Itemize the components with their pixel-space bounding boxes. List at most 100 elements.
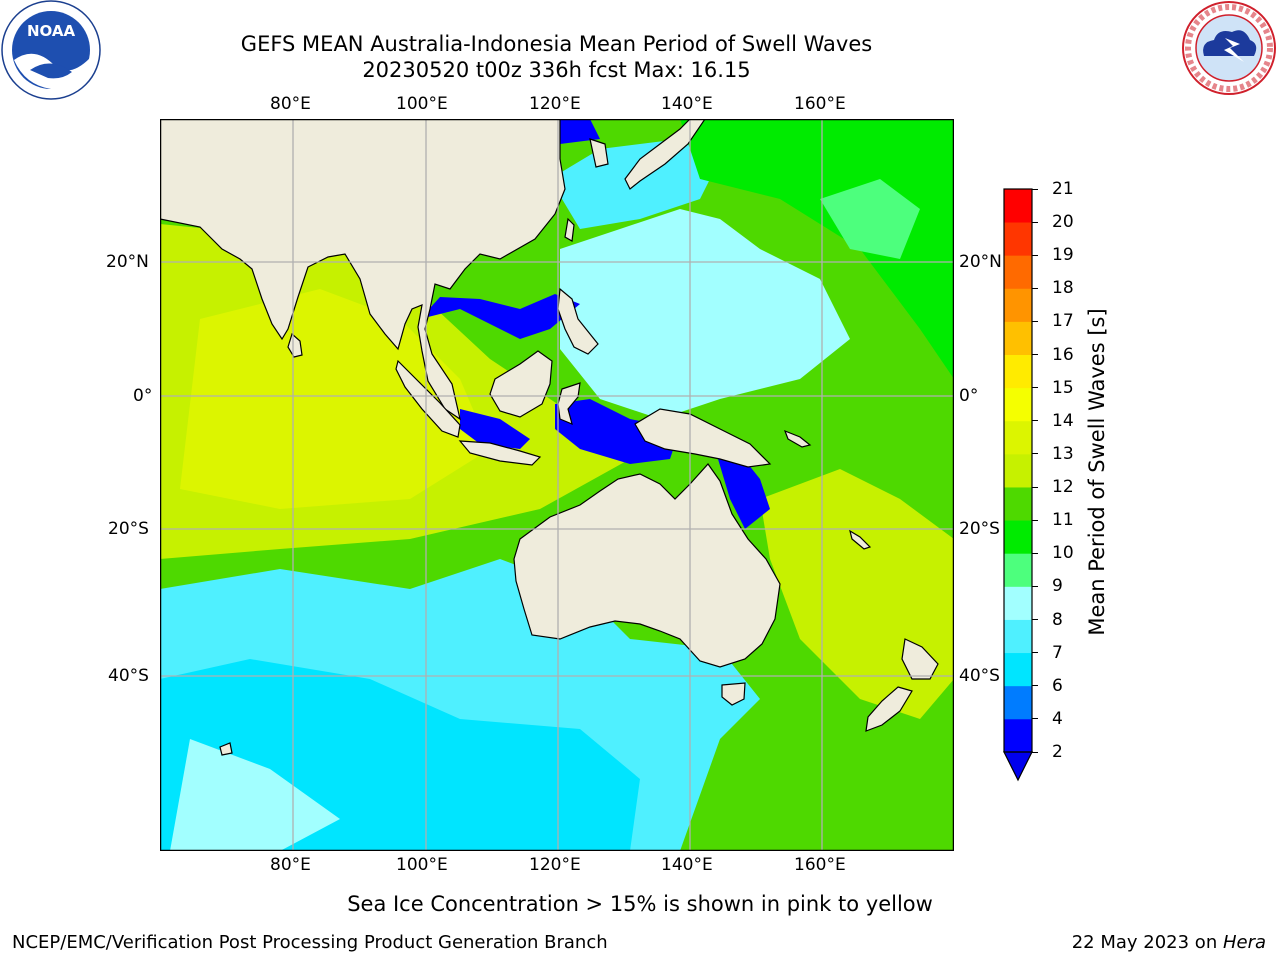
noaa-logo-icon: NOAA <box>1 0 101 100</box>
footer-date-text: 22 May 2023 on <box>1071 932 1223 953</box>
colorbar-tick-mark <box>1032 420 1038 422</box>
lat-label-right-20n: 20°N <box>959 252 1002 272</box>
lat-label-right-20s: 20°S <box>959 519 1000 539</box>
land-masses <box>160 119 939 756</box>
colorbar-cell <box>1004 321 1032 355</box>
philippines <box>557 287 599 355</box>
ocean-field-java-sea-2s <box>460 409 530 449</box>
lon-label-bottom-100e: 100°E <box>396 855 448 875</box>
colorbar-tick-label: 21 <box>1052 179 1074 199</box>
footer-machine: Hera <box>1222 932 1266 953</box>
ocean-field-banda-sea-2s <box>555 399 680 464</box>
kerguelen-island <box>219 742 233 756</box>
colorbar-tick-label: 8 <box>1052 609 1063 630</box>
colorbar-tick-label: 4 <box>1052 708 1063 729</box>
colorbar-tick-mark <box>1032 552 1038 554</box>
colorbar-cell <box>1004 453 1032 488</box>
sri-lanka <box>287 332 303 358</box>
colorbar-tick-mark <box>1032 486 1038 488</box>
colorbar-cell <box>1004 487 1032 521</box>
ocean-field-pacific-9s <box>820 179 920 259</box>
colorbar-tick-label: 17 <box>1052 311 1074 332</box>
colorbar-cell <box>1004 520 1032 554</box>
colorbar-tick-mark <box>1032 619 1038 621</box>
sumatra <box>395 359 461 438</box>
colorbar-cell <box>1004 586 1032 620</box>
taiwan <box>564 217 575 242</box>
chart-subtitle: 20230520 t00z 336h fcst Max: 16.15 <box>362 58 751 82</box>
colorbar-tick-mark <box>1032 519 1038 521</box>
new-zealand-south-island <box>865 686 913 732</box>
colorbar-tick-label: 6 <box>1052 675 1063 696</box>
colorbar-tick-mark <box>1032 751 1038 753</box>
lon-label-top-80e: 80°E <box>270 94 311 114</box>
borneo <box>489 350 553 418</box>
colorbar-cell <box>1004 189 1032 223</box>
colorbar-tick-label: 12 <box>1052 477 1074 498</box>
lon-label-top-140e: 140°E <box>661 94 713 114</box>
australia <box>513 463 781 668</box>
ocean-field-indian-ocean-13s <box>180 289 490 509</box>
lat-label-left-20s: 20°S <box>108 519 149 539</box>
map-frame <box>160 119 954 851</box>
colorbar-tick-label: 2 <box>1052 742 1063 762</box>
colorbar-cell <box>1004 222 1032 256</box>
colorbar-cell <box>1004 685 1032 720</box>
colorbar <box>1003 188 1033 782</box>
colorbar-cell <box>1004 255 1032 289</box>
colorbar-tick-mark <box>1032 652 1038 654</box>
korea <box>589 138 609 168</box>
colorbar-tick-mark <box>1032 585 1038 587</box>
lon-label-bottom-160e: 160°E <box>794 855 846 875</box>
lat-label-left-40s: 40°S <box>108 666 149 686</box>
colorbar-tick-label: 13 <box>1052 443 1074 464</box>
lon-label-top-100e: 100°E <box>396 94 448 114</box>
colorbar-tick-mark <box>1032 453 1038 455</box>
lat-label-right-40s: 40°S <box>959 666 1000 686</box>
nws-logo-icon <box>1182 1 1276 95</box>
colorbar-tick-label: 19 <box>1052 245 1074 266</box>
lat-label-right-0: 0° <box>959 386 979 406</box>
colorbar-tick-label: 11 <box>1052 510 1074 531</box>
japan <box>624 119 706 190</box>
colorbar-cell <box>1004 387 1032 422</box>
colorbar-tick-mark <box>1032 354 1038 356</box>
colorbar-tick-mark <box>1032 287 1038 289</box>
solomon-islands <box>783 429 812 448</box>
colorbar-cell <box>1004 354 1032 389</box>
colorbar-cell <box>1004 619 1032 654</box>
colorbar-cell <box>1004 652 1032 687</box>
colorbar-extend-min <box>1003 751 1033 782</box>
colorbar-tick-mark <box>1032 718 1038 720</box>
graticule <box>160 119 954 851</box>
ocean-field-gulf-of-thailand-2s <box>420 294 580 339</box>
new-caledonia <box>849 529 872 550</box>
colorbar-tick-mark <box>1032 387 1038 389</box>
colorbar-cell <box>1004 420 1032 455</box>
lon-label-bottom-140e: 140°E <box>661 855 713 875</box>
colorbar-tick-label: 18 <box>1052 278 1074 299</box>
colorbar-tick-label: 10 <box>1052 543 1074 564</box>
chart-title: GEFS MEAN Australia-Indonesia Mean Perio… <box>240 32 873 56</box>
java <box>458 440 542 466</box>
colorbar-label: Mean Period of Swell Waves [s] <box>1085 308 1109 636</box>
colorbar-tick-mark <box>1032 188 1038 190</box>
new-zealand-north-island <box>901 638 939 680</box>
lon-label-bottom-80e: 80°E <box>270 855 311 875</box>
colorbar-frame <box>1003 188 1033 753</box>
colorbar-cell <box>1004 553 1032 587</box>
swell-period-map <box>160 119 954 851</box>
sea-ice-note: Sea Ice Concentration > 15% is shown in … <box>0 891 1280 917</box>
colorbar-tick-label: 15 <box>1052 377 1074 398</box>
colorbar-tick-label: 20 <box>1052 212 1074 233</box>
lon-label-top-120e: 120°E <box>529 94 581 114</box>
colorbar-cell <box>1004 718 1032 753</box>
colorbar-cell <box>1004 288 1032 322</box>
sea-ice-note-text: Sea Ice Concentration > 15% is shown in … <box>347 892 933 916</box>
new-guinea <box>634 408 772 468</box>
ocean-field-coral-coast-2s <box>715 449 770 529</box>
lat-label-left-20n: 20°N <box>106 252 149 272</box>
colorbar-tick-mark <box>1032 685 1038 687</box>
colorbar-tick-label: 7 <box>1052 642 1063 663</box>
colorbar-tick-mark <box>1032 221 1038 223</box>
